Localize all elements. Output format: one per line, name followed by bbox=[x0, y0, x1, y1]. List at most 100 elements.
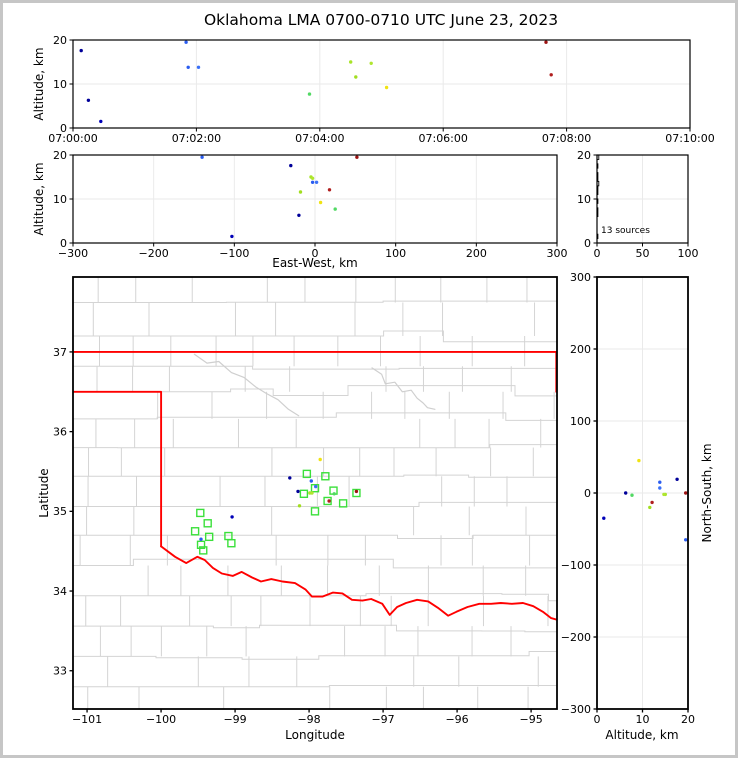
svg-text:20: 20 bbox=[577, 149, 591, 162]
cg-strike-square bbox=[204, 532, 214, 542]
svg-text:300: 300 bbox=[547, 247, 568, 260]
lma-source-point bbox=[230, 234, 234, 239]
lma-source-point bbox=[296, 489, 300, 494]
lma-source-point bbox=[297, 504, 302, 508]
figure-title: Oklahoma LMA 0700-0710 UTC June 23, 2023 bbox=[203, 11, 559, 29]
ns-vs-altitude-panel: 0 10 20 −300 −200 −100 0 100 200 300 bbox=[561, 271, 695, 726]
lma-source-point bbox=[332, 492, 336, 496]
svg-text:10: 10 bbox=[577, 193, 591, 206]
lma-source-point bbox=[658, 486, 662, 490]
svg-text:100: 100 bbox=[678, 247, 699, 260]
cg-strike-square bbox=[323, 496, 332, 506]
svg-text:−100: −100 bbox=[219, 247, 249, 260]
lma-source-point bbox=[327, 499, 331, 503]
lma-source-point bbox=[349, 60, 353, 64]
svg-text:07:08:00: 07:08:00 bbox=[542, 132, 591, 145]
svg-text:−101: −101 bbox=[72, 713, 102, 726]
svg-text:33: 33 bbox=[53, 665, 67, 678]
lma-source-point bbox=[309, 479, 313, 483]
svg-text:34: 34 bbox=[53, 585, 67, 598]
lma-source-point bbox=[200, 155, 204, 159]
lma-source-point bbox=[549, 73, 553, 77]
cg-strike-square bbox=[199, 546, 208, 555]
lma-source-point bbox=[544, 40, 548, 44]
lma-source-point bbox=[186, 65, 190, 70]
lma-source-point bbox=[658, 480, 662, 484]
ew-panel-xlabel: East-West, km bbox=[272, 256, 358, 270]
svg-text:0: 0 bbox=[594, 247, 601, 260]
svg-text:0: 0 bbox=[312, 247, 319, 260]
svg-text:−100: −100 bbox=[561, 559, 591, 572]
lma-source-point bbox=[196, 65, 201, 70]
cg-strike-square bbox=[196, 540, 206, 550]
cg-strike-square bbox=[224, 531, 233, 541]
lma-source-point bbox=[289, 163, 293, 168]
lma-source-point bbox=[662, 492, 666, 497]
svg-text:20: 20 bbox=[53, 149, 67, 162]
svg-text:−200: −200 bbox=[561, 631, 591, 644]
cg-strike-square bbox=[352, 488, 361, 498]
svg-text:−96: −96 bbox=[445, 713, 468, 726]
svg-text:07:04:00: 07:04:00 bbox=[295, 132, 344, 145]
lma-source-point bbox=[230, 515, 234, 519]
lma-source-point bbox=[650, 500, 654, 505]
svg-text:300: 300 bbox=[570, 271, 591, 284]
source-count-annotation: 13 sources bbox=[601, 226, 650, 236]
lma-source-point bbox=[637, 458, 641, 463]
svg-text:20: 20 bbox=[681, 713, 695, 726]
svg-text:07:00:00: 07:00:00 bbox=[48, 132, 97, 145]
lma-source-point bbox=[99, 119, 103, 124]
lma-source-point bbox=[288, 476, 292, 480]
svg-text:0: 0 bbox=[584, 237, 591, 250]
lma-source-point bbox=[318, 200, 323, 205]
svg-text:−300: −300 bbox=[58, 247, 88, 260]
svg-text:10: 10 bbox=[53, 78, 67, 91]
time-panel-ylabel: Altitude, km bbox=[32, 47, 46, 121]
svg-text:−95: −95 bbox=[519, 713, 542, 726]
cg-strike-square bbox=[203, 519, 212, 528]
lma-source-point bbox=[318, 457, 322, 462]
svg-text:−99: −99 bbox=[223, 713, 246, 726]
lma-source-point bbox=[684, 538, 688, 542]
lma-source-point bbox=[354, 75, 358, 79]
lma-source-point bbox=[630, 493, 634, 497]
lma-source-point bbox=[354, 489, 359, 494]
lma-source-point bbox=[314, 180, 319, 184]
lma-source-point bbox=[310, 491, 314, 495]
svg-text:−200: −200 bbox=[139, 247, 169, 260]
altitude-vs-time-panel: 07:00:00 07:02:00 07:04:00 07:06:00 07:08:00… bbox=[48, 34, 714, 145]
lma-source-point bbox=[184, 40, 188, 44]
lma-source-point bbox=[648, 505, 652, 510]
svg-text:200: 200 bbox=[466, 247, 487, 260]
lma-source-point bbox=[314, 484, 318, 489]
altitude-vs-ew-panel: −300 −200 −100 0 100 200 300 0 10 20 bbox=[53, 149, 568, 260]
cg-strike-square bbox=[196, 508, 205, 518]
svg-text:20: 20 bbox=[53, 34, 67, 47]
lma-source-point bbox=[333, 207, 337, 211]
ns-panel-xlabel: Altitude, km bbox=[605, 728, 679, 742]
lma-source-point bbox=[298, 190, 303, 194]
map-ylabel: Latitude bbox=[37, 468, 51, 518]
svg-text:100: 100 bbox=[385, 247, 406, 260]
map-layers bbox=[73, 277, 557, 709]
svg-text:−100: −100 bbox=[146, 713, 176, 726]
svg-text:0: 0 bbox=[594, 713, 601, 726]
cg-strike-square bbox=[321, 472, 330, 481]
lma-source-point bbox=[327, 188, 332, 192]
lma-source-point bbox=[310, 180, 315, 184]
ns-panel-ylabel: North-South, km bbox=[700, 443, 714, 543]
svg-text:0: 0 bbox=[60, 122, 67, 135]
svg-text:0: 0 bbox=[584, 487, 591, 500]
lma-source-point bbox=[86, 98, 91, 103]
svg-text:07:06:00: 07:06:00 bbox=[418, 132, 467, 145]
lma-source-point bbox=[310, 176, 315, 180]
cg-strike-square bbox=[227, 539, 236, 548]
lma-source-point bbox=[675, 477, 679, 481]
svg-text:10: 10 bbox=[53, 193, 67, 206]
cg-strike-square bbox=[310, 484, 320, 493]
svg-text:36: 36 bbox=[53, 425, 67, 438]
lma-source-point bbox=[624, 491, 628, 495]
map-xlabel: Longitude bbox=[285, 728, 345, 742]
ew-panel-ylabel: Altitude, km bbox=[32, 162, 46, 236]
